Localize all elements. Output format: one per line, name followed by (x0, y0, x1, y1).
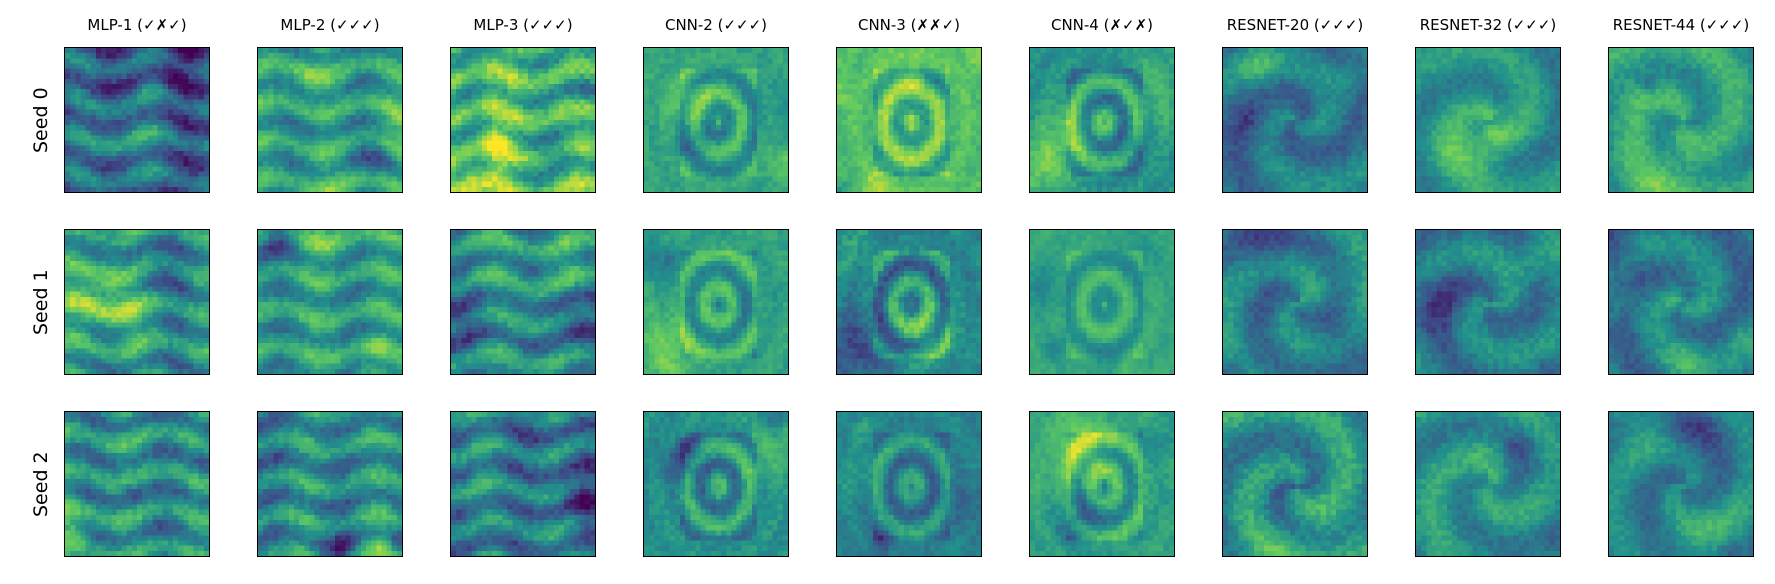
column-title: RESNET-44 (✓✓✓) (1591, 16, 1771, 34)
heatmap-panel (1608, 47, 1754, 193)
heatmap-image (258, 48, 402, 192)
heatmap-image (1609, 412, 1753, 556)
column-title: MLP-3 (✓✓✓) (433, 16, 613, 34)
heatmap-image (65, 48, 209, 192)
heatmap-panel (257, 47, 403, 193)
heatmap-image (837, 412, 981, 556)
heatmap-image (65, 412, 209, 556)
heatmap-panel (64, 47, 210, 193)
row-label: Seed 0 (30, 47, 54, 193)
heatmap-image (1030, 48, 1174, 192)
heatmap-panel (1415, 411, 1561, 557)
heatmap-image (1416, 230, 1560, 374)
heatmap-panel (64, 229, 210, 375)
column-title: CNN-3 (✗✗✓) (819, 16, 999, 34)
heatmap-panel (1222, 229, 1368, 375)
heatmap-image (451, 230, 595, 374)
heatmap-panel (450, 47, 596, 193)
column-title: RESNET-20 (✓✓✓) (1205, 16, 1385, 34)
heatmap-image (1223, 412, 1367, 556)
heatmap-image (451, 48, 595, 192)
heatmap-panel (836, 47, 982, 193)
heatmap-panel (450, 229, 596, 375)
heatmap-panel (1029, 47, 1175, 193)
column-title: CNN-4 (✗✓✗) (1012, 16, 1192, 34)
row-label: Seed 1 (30, 229, 54, 375)
column-title: MLP-1 (✓✗✓) (47, 16, 227, 34)
heatmap-image (1416, 412, 1560, 556)
heatmap-panel (1415, 229, 1561, 375)
heatmap-panel (1029, 229, 1175, 375)
column-title: CNN-2 (✓✓✓) (626, 16, 806, 34)
heatmap-image (65, 230, 209, 374)
heatmap-image (451, 412, 595, 556)
heatmap-panel (643, 47, 789, 193)
heatmap-panel (643, 229, 789, 375)
heatmap-image (837, 48, 981, 192)
heatmap-panel (836, 411, 982, 557)
heatmap-image (644, 412, 788, 556)
heatmap-panel (1029, 411, 1175, 557)
heatmap-image (1030, 230, 1174, 374)
heatmap-image (258, 230, 402, 374)
heatmap-panel (1222, 411, 1368, 557)
column-title: MLP-2 (✓✓✓) (240, 16, 420, 34)
heatmap-image (1609, 48, 1753, 192)
heatmap-panel (643, 411, 789, 557)
heatmap-panel (257, 411, 403, 557)
heatmap-panel (1415, 47, 1561, 193)
heatmap-panel (64, 411, 210, 557)
heatmap-panel (257, 229, 403, 375)
heatmap-image (1030, 412, 1174, 556)
heatmap-panel (836, 229, 982, 375)
heatmap-panel (1608, 411, 1754, 557)
heatmap-image (1416, 48, 1560, 192)
column-title: RESNET-32 (✓✓✓) (1398, 16, 1578, 34)
heatmap-image (644, 230, 788, 374)
heatmap-image (837, 230, 981, 374)
heatmap-panel (450, 411, 596, 557)
heatmap-image (1609, 230, 1753, 374)
heatmap-panel (1222, 47, 1368, 193)
heatmap-image (644, 48, 788, 192)
heatmap-panel (1608, 229, 1754, 375)
row-label: Seed 2 (30, 411, 54, 557)
heatmap-image (1223, 48, 1367, 192)
heatmap-image (258, 412, 402, 556)
heatmap-image (1223, 230, 1367, 374)
